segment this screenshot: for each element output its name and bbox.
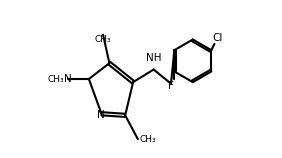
Text: N: N xyxy=(97,109,105,120)
Text: CH₃: CH₃ xyxy=(95,35,111,44)
Text: F: F xyxy=(168,81,174,91)
Text: N: N xyxy=(65,74,72,84)
Text: CH₃: CH₃ xyxy=(48,75,64,83)
Text: Cl: Cl xyxy=(212,33,223,43)
Text: NH: NH xyxy=(146,53,161,64)
Text: CH₃: CH₃ xyxy=(139,135,156,143)
